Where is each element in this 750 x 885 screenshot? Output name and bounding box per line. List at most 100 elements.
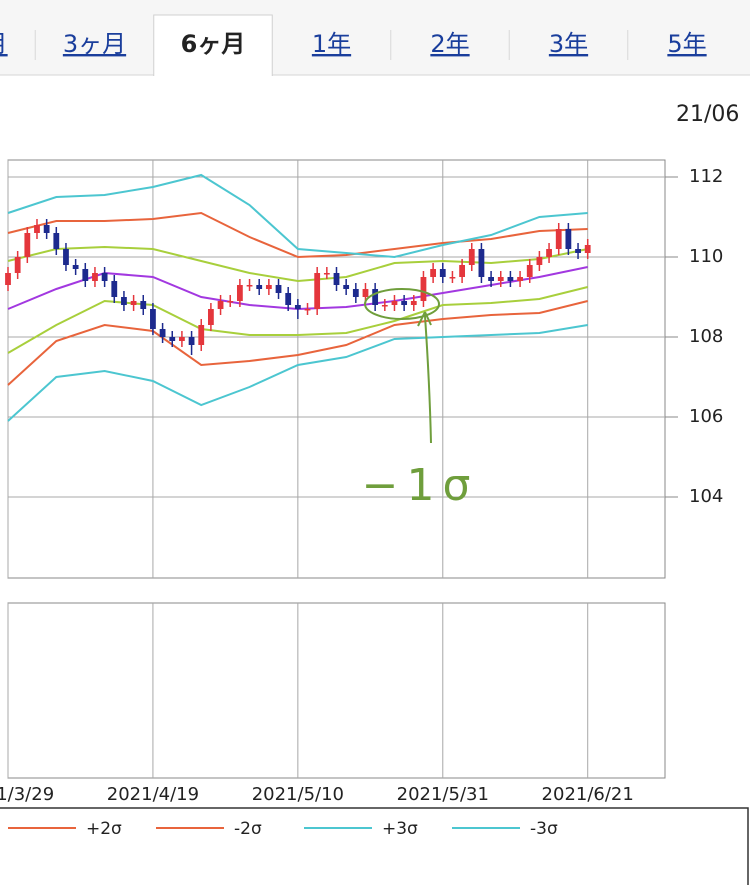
active-tab bbox=[153, 14, 273, 76]
x-tick-label: 2021/3/29 bbox=[0, 784, 54, 805]
tab-label[interactable]: 3ヶ月 bbox=[63, 30, 126, 58]
candle-body bbox=[63, 249, 69, 265]
legend-label: +3σ bbox=[382, 819, 418, 839]
y-tick-label: 104 bbox=[689, 486, 723, 507]
candle-body bbox=[314, 273, 321, 309]
candle-body bbox=[236, 285, 243, 301]
candle-body bbox=[546, 249, 552, 257]
candle-body bbox=[207, 309, 214, 325]
x-tick-label: 2021/5/10 bbox=[252, 784, 344, 805]
candle-body bbox=[246, 285, 253, 287]
candle-body bbox=[468, 249, 475, 265]
candle-body bbox=[381, 305, 388, 307]
lower-panel bbox=[7, 602, 666, 779]
candle-body bbox=[14, 257, 21, 273]
legend: +2σ -2σ +3σ -3σ bbox=[8, 819, 558, 839]
y-tick-label: 110 bbox=[689, 246, 723, 267]
candle-body bbox=[285, 293, 292, 305]
x-tick-label: 2021/4/19 bbox=[107, 784, 199, 805]
candle-body bbox=[111, 281, 118, 297]
band-line bbox=[7, 300, 588, 386]
candle-body bbox=[352, 289, 359, 297]
y-tick-label: 108 bbox=[689, 326, 723, 347]
candle-body bbox=[265, 285, 272, 289]
candle-body bbox=[150, 309, 156, 329]
candle-body bbox=[256, 285, 263, 289]
candle-body bbox=[430, 269, 437, 277]
candle-body bbox=[449, 277, 456, 279]
candle-body bbox=[72, 265, 79, 269]
candle-body bbox=[488, 277, 494, 281]
candle-body bbox=[439, 269, 446, 277]
candle-body bbox=[507, 277, 514, 281]
candle-body bbox=[584, 245, 591, 253]
candle-body bbox=[53, 233, 60, 249]
candle-body bbox=[179, 337, 185, 341]
candle-body bbox=[517, 277, 523, 281]
band-line bbox=[7, 245, 588, 283]
tab-label[interactable]: 5年 bbox=[667, 30, 706, 58]
candle-body bbox=[43, 225, 50, 233]
tab-label[interactable]: 1ヶ月 bbox=[0, 30, 8, 58]
annotation-ellipse bbox=[364, 288, 440, 320]
candle-body bbox=[410, 301, 417, 305]
candle-body bbox=[304, 309, 311, 311]
candle-body bbox=[227, 301, 234, 303]
tabs: 1ヶ月 3ヶ月 6ヶ月 1年 2年 3年 5年 bbox=[0, 14, 707, 76]
tab-label[interactable]: 2年 bbox=[430, 30, 469, 58]
candle-body bbox=[159, 329, 166, 337]
candle-body bbox=[188, 337, 195, 345]
annotation-arrowhead bbox=[417, 311, 432, 327]
y-tick-label: 112 bbox=[689, 166, 723, 187]
candle-body bbox=[372, 289, 379, 305]
candle-body bbox=[420, 277, 427, 301]
annotation-arrow bbox=[424, 315, 432, 444]
candle-body bbox=[362, 289, 369, 297]
candle-body bbox=[478, 249, 485, 277]
band-line bbox=[7, 324, 588, 422]
candle-body bbox=[101, 273, 108, 281]
candle-body bbox=[323, 273, 330, 275]
candle-body bbox=[565, 229, 572, 249]
candle-body bbox=[217, 301, 224, 309]
y-tick-label: 106 bbox=[689, 406, 723, 427]
candle-body bbox=[92, 273, 98, 281]
candle-body bbox=[121, 297, 127, 305]
candle-body bbox=[169, 337, 176, 341]
legend-box bbox=[0, 807, 749, 885]
candle-body bbox=[130, 301, 137, 305]
candle-body bbox=[5, 273, 11, 285]
x-tick-label: 2021/5/31 bbox=[397, 784, 489, 805]
date-label: 21/06 bbox=[676, 102, 739, 127]
tab-label[interactable]: 6ヶ月 bbox=[181, 30, 246, 58]
tab-bar bbox=[0, 0, 750, 75]
candle-body bbox=[575, 249, 581, 253]
tab-label[interactable]: 3年 bbox=[549, 30, 588, 58]
candle-body bbox=[391, 301, 398, 305]
band-line bbox=[7, 211, 588, 259]
band-line bbox=[7, 173, 588, 259]
candle-body bbox=[275, 285, 282, 293]
candle-body bbox=[24, 233, 31, 257]
annotation-text: −1σ bbox=[362, 460, 479, 511]
tab-label[interactable]: 1年 bbox=[312, 30, 351, 58]
candle-body bbox=[536, 257, 543, 265]
chart: 104 106 108 110 112 2021/3/29 2021/4/19 2021/5/… bbox=[0, 160, 723, 805]
candle-body bbox=[459, 265, 466, 277]
candle-body bbox=[497, 277, 504, 281]
x-tick-label: 2021/6/21 bbox=[542, 784, 634, 805]
candle-body bbox=[82, 269, 89, 281]
candle-body bbox=[526, 265, 533, 277]
candle-body bbox=[343, 285, 350, 289]
legend-label: -2σ bbox=[234, 819, 262, 839]
band-line bbox=[7, 286, 588, 354]
candle-body bbox=[34, 225, 40, 233]
candle-body bbox=[401, 301, 408, 305]
candle-body bbox=[333, 273, 340, 285]
candle-body bbox=[555, 229, 562, 249]
candle-body bbox=[198, 325, 205, 345]
legend-label: -3σ bbox=[530, 819, 558, 839]
candle-body bbox=[294, 305, 301, 309]
